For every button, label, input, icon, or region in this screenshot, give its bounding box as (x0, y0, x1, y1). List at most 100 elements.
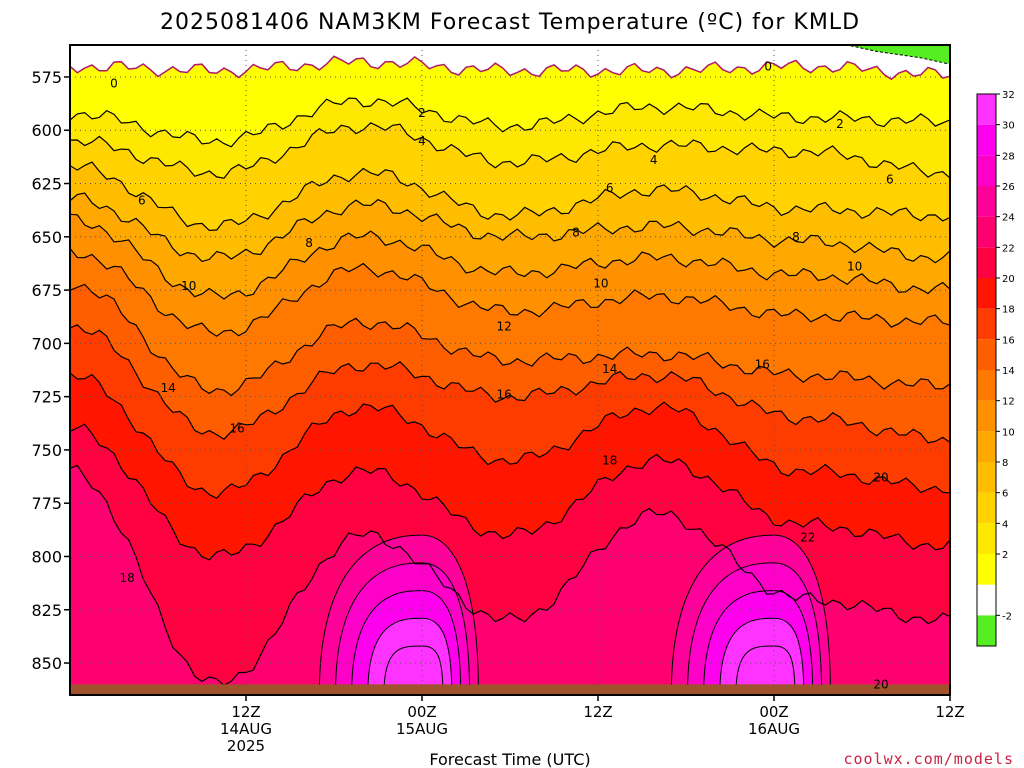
isotherm-label: 18 (602, 454, 617, 468)
colorbar-label: 12 (1002, 397, 1015, 408)
colorbar-swatch (977, 370, 996, 401)
isotherm-label: 2 (418, 106, 426, 120)
colorbar-label: 10 (1002, 427, 1015, 438)
colorbar-swatch (977, 554, 996, 585)
x-axis-label: Forecast Time (UTC) (429, 750, 590, 768)
grid-lines (70, 45, 950, 695)
isotherm-lines (70, 55, 950, 687)
colorbar-label: 26 (1002, 182, 1015, 193)
colorbar-swatch (977, 216, 996, 248)
isotherm-label: 10 (847, 260, 862, 274)
y-tick-label: 775 (31, 494, 62, 513)
ground-fill (70, 684, 950, 695)
isotherm-label: 12 (496, 319, 511, 333)
isotherm-8 (70, 192, 950, 264)
isotherm-0 (70, 55, 950, 81)
isotherm-20 (70, 423, 950, 561)
colorbar-label: 2 (1002, 550, 1008, 561)
colorbar-swatch (977, 339, 996, 370)
band-0 (70, 45, 950, 80)
colorbar-label: 28 (1002, 151, 1015, 162)
y-tick-label: 575 (31, 68, 62, 87)
isotherm-label: 2 (836, 117, 844, 131)
isotherm-4 (70, 122, 950, 179)
warm-cores (318, 534, 831, 695)
y-tick-label: 675 (31, 281, 62, 300)
isotherm-label: 16 (230, 422, 245, 436)
isotherm-label: 22 (800, 530, 815, 544)
colorbar-swatch (977, 247, 996, 278)
x-tick-label: 12Z (583, 703, 612, 721)
colorbar-label: 4 (1002, 519, 1008, 530)
isotherm-12 (70, 248, 950, 337)
x-tick-label: 00Z (407, 703, 436, 721)
x-tick-label: 2025 (227, 737, 265, 755)
x-tick-label: 12Z (231, 703, 260, 721)
isotherm-label: 8 (792, 230, 800, 244)
isotherm-label: 4 (650, 153, 658, 167)
isotherm-label: 8 (572, 226, 580, 240)
colorbar-swatch (977, 186, 996, 217)
colorbar-swatch (977, 615, 996, 646)
isotherm-label: 20 (873, 471, 888, 485)
isotherm-16 (70, 324, 950, 444)
colorbar-label: 8 (1002, 458, 1008, 469)
isotherm-label: 4 (418, 134, 426, 148)
y-tick-label: 650 (31, 228, 62, 247)
colorbar-label: 22 (1002, 243, 1015, 254)
colorbar-label: 20 (1002, 274, 1015, 285)
y-tick-label: 600 (31, 121, 62, 140)
colorbar-label: 30 (1002, 121, 1015, 132)
colorbar-label: 24 (1002, 213, 1015, 224)
isotherm-18 (70, 372, 950, 500)
isotherm-6 (70, 161, 950, 232)
isotherm-label: 10 (181, 279, 196, 293)
isotherm-label: 16 (496, 388, 511, 402)
isotherm-10 (70, 213, 950, 300)
colorbar-swatch (977, 94, 996, 125)
plot-frame (69, 44, 951, 696)
colorbar-label: 6 (1002, 489, 1008, 500)
isotherm-label: 6 (606, 181, 614, 195)
x-tick-label: 14AUG (220, 720, 272, 738)
y-axis-ticks: 575 600 625 650 675 700 725 750 775 800 825 850 (31, 68, 70, 673)
colorbar-swatch (977, 308, 996, 340)
isotherm-label: 6 (886, 172, 894, 186)
isotherm-label: 10 (593, 277, 608, 291)
colorbar-swatch (977, 492, 996, 524)
ground-surface (70, 684, 950, 695)
isotherm-label: 14 (602, 362, 617, 376)
y-tick-label: 750 (31, 441, 62, 460)
colorbar-swatch (977, 124, 996, 156)
colorbar-swatch (977, 400, 996, 432)
y-tick-label: 700 (31, 334, 62, 353)
isotherm-label: 8 (305, 236, 313, 250)
colorbar-label: -2 (1002, 611, 1012, 622)
cold-region (847, 45, 950, 65)
colorbar-swatch (977, 431, 996, 462)
isotherm-label: 0 (110, 76, 118, 90)
colorbar-swatch (977, 523, 996, 554)
y-tick-label: 850 (31, 654, 62, 673)
x-tick-label: 16AUG (748, 720, 800, 738)
y-tick-label: 625 (31, 175, 62, 194)
isotherm-label: 20 (873, 677, 888, 691)
isotherm-14 (70, 283, 950, 397)
isotherm-22 (70, 464, 950, 687)
colorbar-swatch (977, 462, 996, 493)
y-tick-label: 825 (31, 601, 62, 620)
colorbar-label: 18 (1002, 305, 1015, 316)
x-tick-label: 12Z (935, 703, 964, 721)
isotherm-2 (70, 97, 950, 148)
isotherm-label: 18 (120, 571, 135, 585)
x-tick-label: 00Z (759, 703, 788, 721)
credit-text: coolwx.com/models (843, 750, 1014, 768)
colorbar-label: 32 (1002, 90, 1015, 101)
isotherm-label: 0 (764, 59, 772, 73)
isotherm-label: 16 (755, 358, 770, 372)
